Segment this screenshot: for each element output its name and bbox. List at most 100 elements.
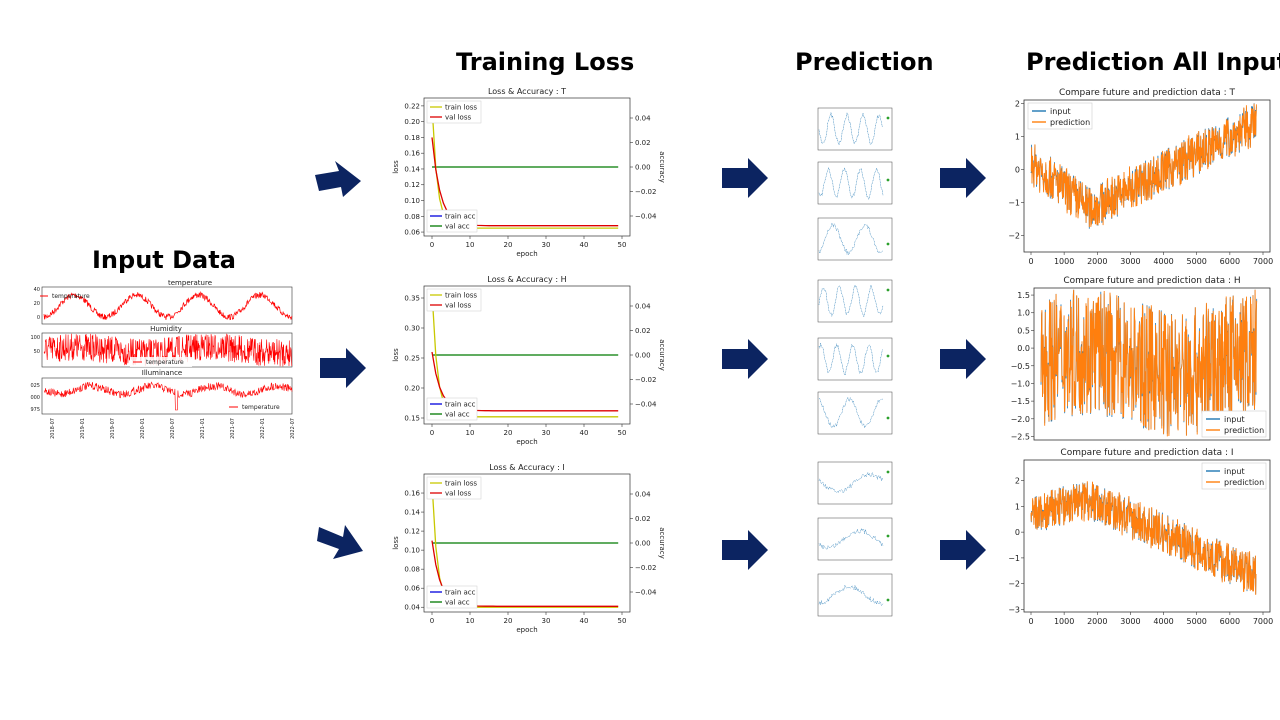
x-tick-label: 4000 bbox=[1153, 617, 1173, 626]
x-tick-label: 50 bbox=[618, 617, 627, 625]
y-tick-label: 0.10 bbox=[404, 197, 420, 205]
legend-label: val loss bbox=[445, 302, 471, 310]
chart-title: Compare future and prediction data : H bbox=[1063, 276, 1240, 286]
y-tick-label: 0.20 bbox=[404, 385, 420, 393]
compare-chart-t: Compare future and prediction data : T 2 1… bbox=[1000, 84, 1276, 276]
legend-label: temperature bbox=[52, 293, 90, 300]
y-tick-label: 0 bbox=[1015, 165, 1020, 174]
x-tick-label: 40 bbox=[580, 241, 589, 249]
y-tick-label: 0 bbox=[37, 315, 40, 321]
y-tick-label: 0.08 bbox=[404, 566, 420, 574]
chart-title: Compare future and prediction data : T bbox=[1059, 88, 1236, 98]
legend-label: train acc bbox=[445, 401, 476, 409]
legend-label: train loss bbox=[445, 480, 477, 488]
x-tick-label: 2019-01 bbox=[80, 418, 86, 439]
prediction-line bbox=[1030, 103, 1257, 228]
prediction-line bbox=[1030, 481, 1257, 595]
y-tick-label: −2 bbox=[1008, 580, 1020, 589]
legend bbox=[1027, 102, 1093, 130]
legend-label: prediction bbox=[1224, 478, 1264, 487]
y-tick-label: 0.25 bbox=[404, 355, 420, 363]
chart-title: Loss & Accuracy : I bbox=[489, 463, 565, 472]
y-tick-label: 975 bbox=[30, 407, 40, 413]
legend-label: temperature bbox=[242, 404, 280, 411]
y-tick-label: 0.04 bbox=[404, 604, 420, 612]
illuminance-line bbox=[44, 381, 293, 411]
y2-tick-label: 0.04 bbox=[635, 491, 651, 499]
loss-chart-t: Loss & Accuracy : T 0.22 0.20 0.18 0.16 0.14 0… bbox=[388, 84, 668, 262]
arrow-icon bbox=[317, 525, 363, 559]
y-tick-label: 0 bbox=[1015, 528, 1020, 537]
subplot-title: temperature bbox=[168, 279, 212, 287]
x-tick-label: 10 bbox=[466, 617, 475, 625]
y-tick-label: 0.35 bbox=[404, 295, 420, 303]
x-tick-label: 20 bbox=[504, 241, 513, 249]
x-tick-labels: 2018-07 2019-01 2019-07 2020-01 2020-07 2021-… bbox=[50, 418, 294, 439]
y-tick-label: 1 bbox=[1015, 132, 1020, 141]
chart-title: Compare future and prediction data : I bbox=[1060, 448, 1233, 458]
prediction-thumbnail bbox=[817, 573, 893, 617]
x-tick-label: 0 bbox=[1028, 617, 1033, 626]
y-tick-label: 1000 bbox=[30, 395, 40, 401]
legend-label: train loss bbox=[445, 292, 477, 300]
y-tick-label: 0.06 bbox=[404, 229, 420, 237]
legend-label: val acc bbox=[445, 223, 470, 231]
y-axis-label: loss bbox=[392, 348, 400, 362]
x-tick-label: 2000 bbox=[1087, 257, 1107, 266]
x-tick-label: 40 bbox=[580, 617, 589, 625]
input-data-panel: temperature 40 20 0 temperature Humidity… bbox=[30, 278, 294, 440]
prediction-thumbnail bbox=[817, 517, 893, 561]
y-tick-label: −1.0 bbox=[1011, 379, 1030, 388]
y-tick-label: 0.30 bbox=[404, 325, 420, 333]
y2-tick-label: 0.02 bbox=[635, 139, 651, 147]
y-tick-label: −3 bbox=[1008, 605, 1020, 614]
y-axis-label: loss bbox=[392, 160, 400, 174]
arrow-icon bbox=[940, 530, 986, 570]
compare-chart-h: Compare future and prediction data : H 1.… bbox=[1000, 272, 1276, 444]
y2-tick-label: −0.04 bbox=[635, 213, 657, 221]
input-data-plots: temperature 40 20 0 temperature Humidity… bbox=[30, 279, 294, 439]
y2-tick-label: 0.02 bbox=[635, 515, 651, 523]
y-tick-label: 0.5 bbox=[1017, 326, 1030, 335]
illuminance-series bbox=[44, 381, 293, 411]
y-axis-label: loss bbox=[392, 536, 400, 550]
x-tick-label: 20 bbox=[504, 429, 513, 437]
y2-axis-label: accuracy bbox=[658, 527, 666, 559]
arrow-icon bbox=[940, 339, 986, 379]
humidity-line bbox=[43, 333, 293, 367]
x-tick-label: 30 bbox=[542, 429, 551, 437]
y-tick-label: −2.0 bbox=[1011, 415, 1030, 424]
x-tick-label: 50 bbox=[618, 429, 627, 437]
y-tick-label: 0.12 bbox=[404, 528, 420, 536]
arrow-icon bbox=[722, 530, 768, 570]
x-tick-label: 5000 bbox=[1187, 257, 1207, 266]
prediction-thumbnail bbox=[817, 279, 893, 323]
y-tick-label: 1 bbox=[1015, 502, 1020, 511]
y-tick-label: −1 bbox=[1008, 198, 1020, 207]
y-tick-label: 0.0 bbox=[1017, 344, 1030, 353]
prediction-thumbnail bbox=[817, 107, 893, 151]
y-tick-label: 50 bbox=[34, 349, 40, 355]
legend-label: val acc bbox=[445, 411, 470, 419]
x-tick-label: 2021-07 bbox=[230, 418, 236, 439]
legend-label: temperature bbox=[146, 359, 184, 366]
input-data-heading: Input Data bbox=[92, 246, 236, 274]
x-tick-label: 6000 bbox=[1220, 617, 1240, 626]
arrow-icon bbox=[320, 348, 366, 388]
y2-tick-label: 0.00 bbox=[635, 540, 651, 548]
y2-tick-label: −0.02 bbox=[635, 376, 656, 384]
subplot-title: Illuminance bbox=[142, 369, 182, 377]
x-tick-label: 7000 bbox=[1253, 257, 1273, 266]
x-axis-label: epoch bbox=[516, 438, 537, 446]
y2-tick-label: −0.04 bbox=[635, 401, 657, 409]
y2-axis-label: accuracy bbox=[658, 151, 666, 183]
chart-title: Loss & Accuracy : H bbox=[487, 275, 566, 284]
y-tick-label: 20 bbox=[34, 301, 40, 307]
x-tick-label: 7000 bbox=[1253, 617, 1273, 626]
loss-chart-i: Loss & Accuracy : I 0.16 0.14 0.12 0.10 0.08 0… bbox=[388, 460, 668, 638]
y-tick-label: 40 bbox=[34, 287, 40, 293]
arrow-icon bbox=[722, 158, 768, 198]
y-tick-label: 2 bbox=[1015, 99, 1020, 108]
y-tick-label: 0.16 bbox=[404, 490, 420, 498]
x-axis-label: epoch bbox=[516, 250, 537, 258]
